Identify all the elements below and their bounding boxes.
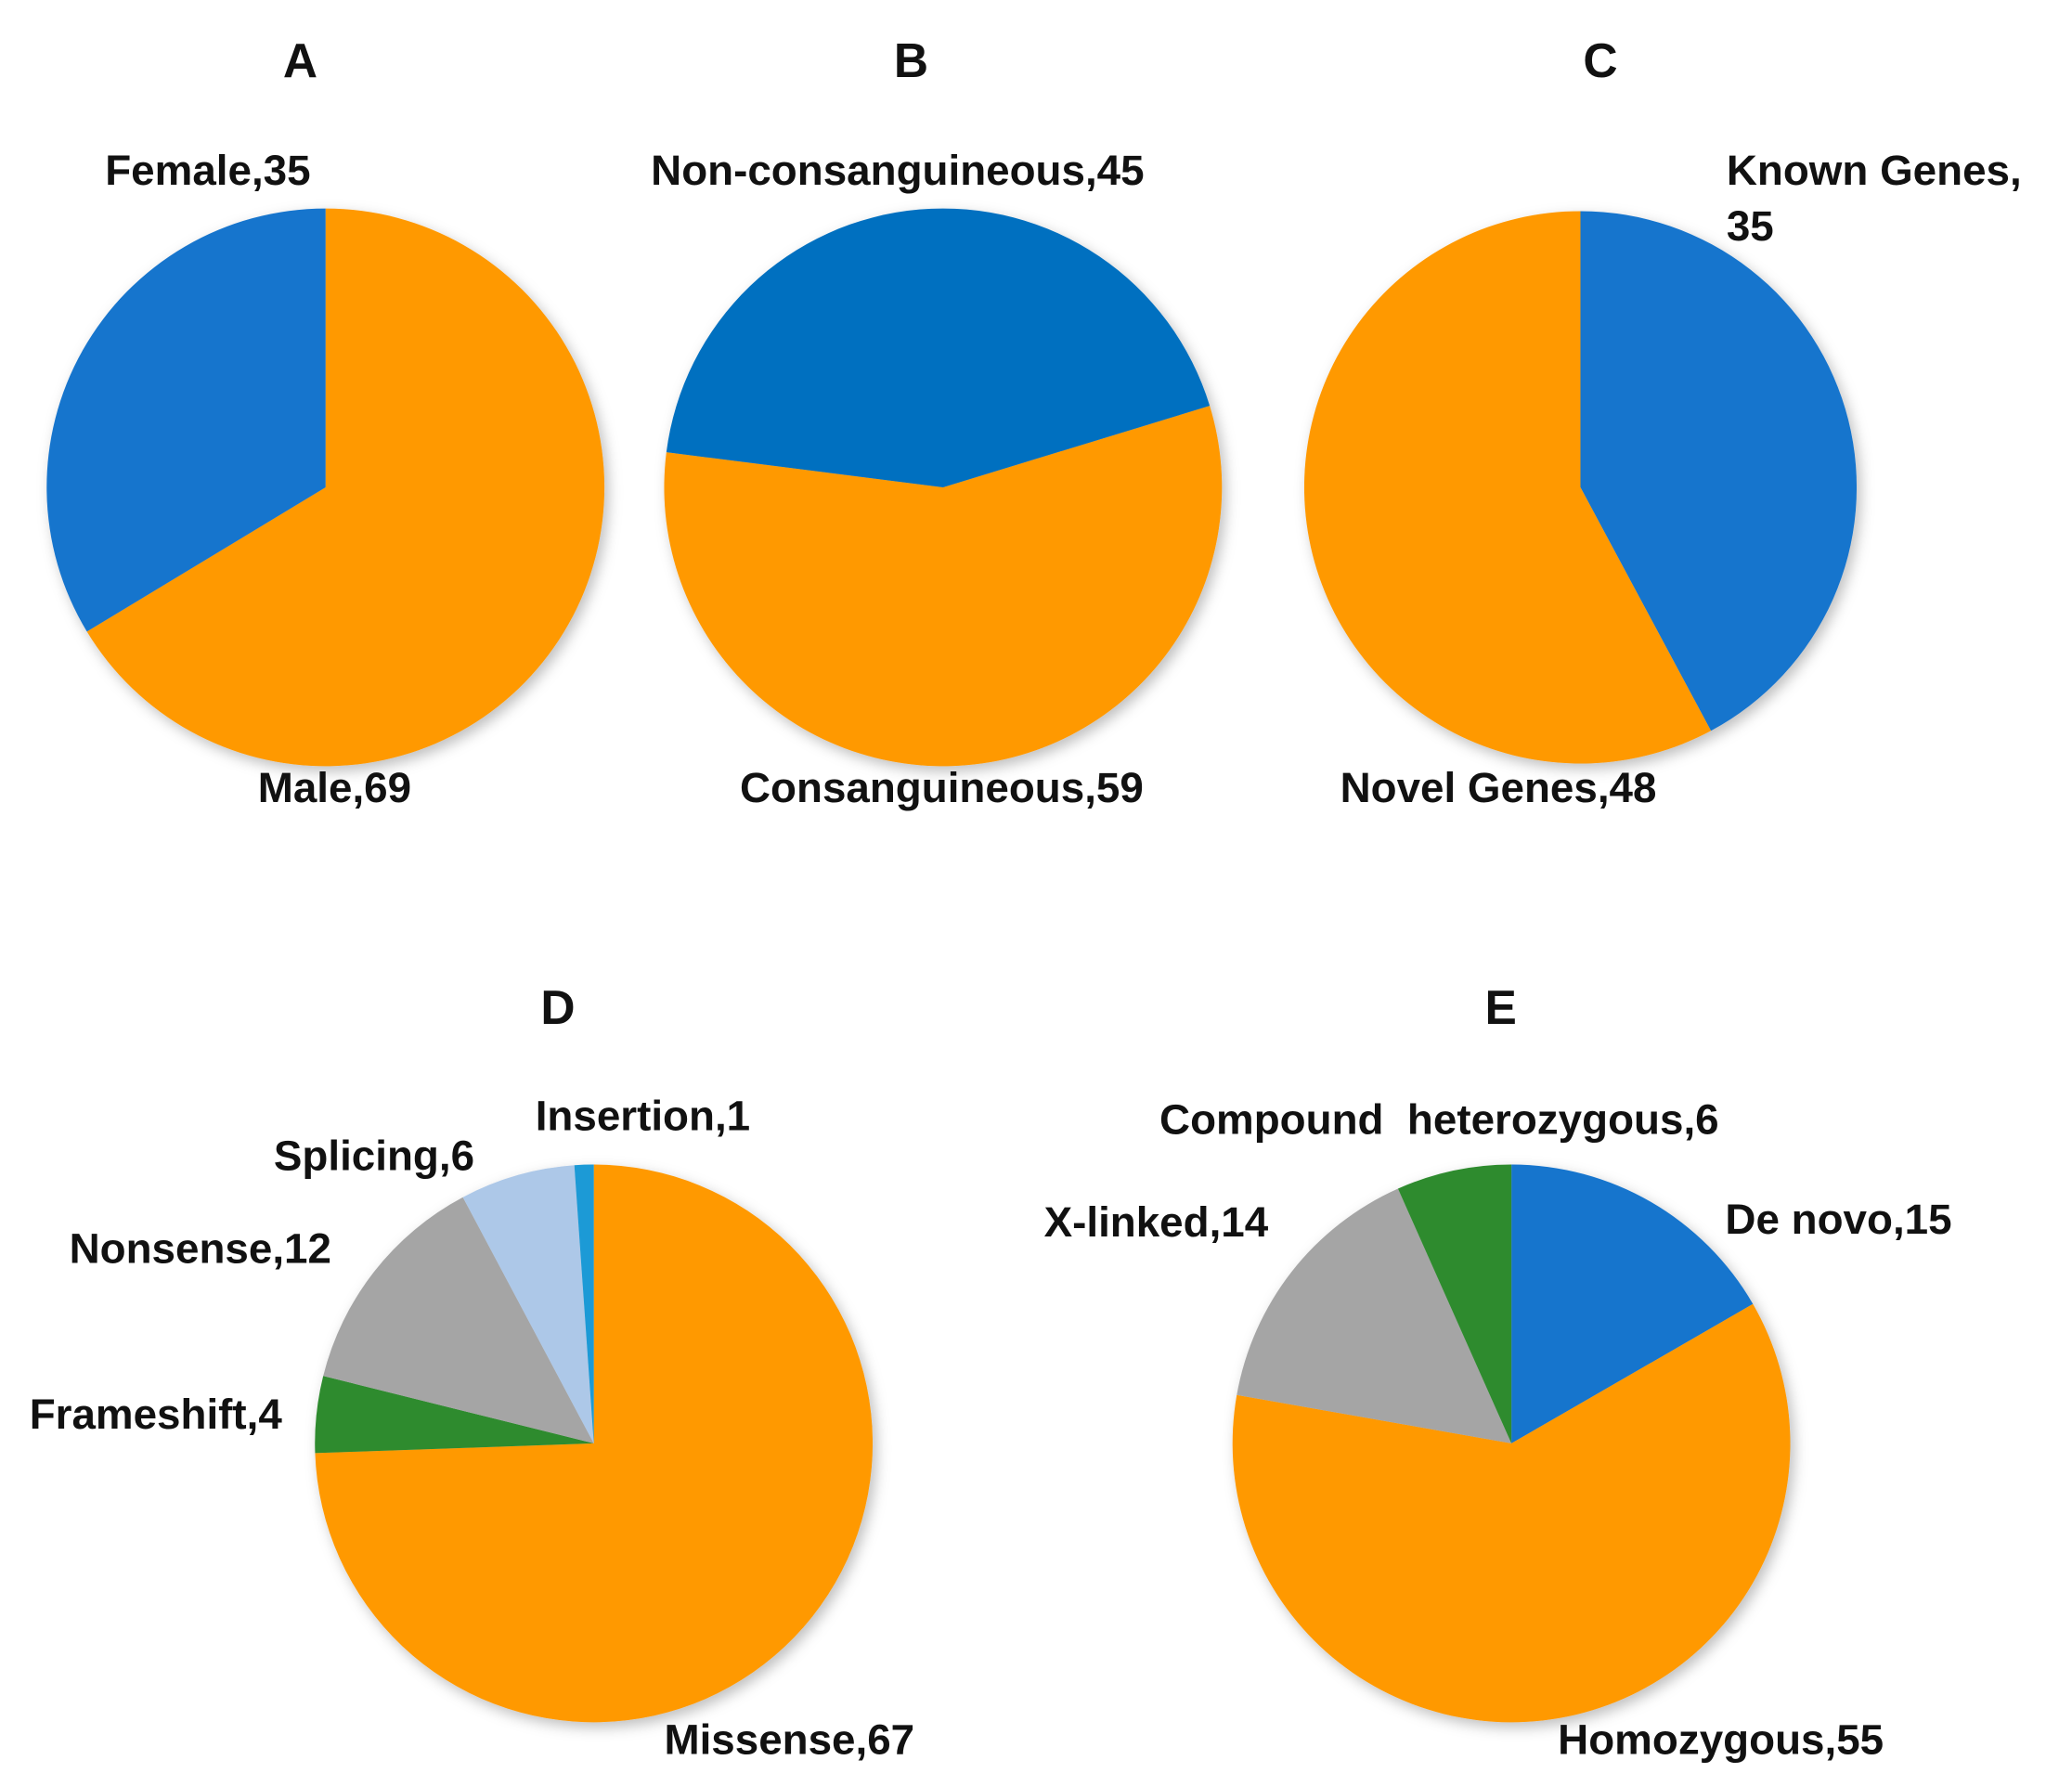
data-label-novel-genes: Novel Genes,48 xyxy=(1340,764,1657,811)
data-label-compound-heterozygous: Compound heterozygous,6 xyxy=(1159,1096,1719,1144)
data-label-homozygous: Homozygous,55 xyxy=(1558,1716,1884,1764)
pie-slice-novel-genes xyxy=(1303,211,1712,764)
data-label-frameshift: Frameshift,4 xyxy=(30,1391,283,1438)
pie-slice-consanguineous xyxy=(664,406,1223,767)
pie-b xyxy=(664,208,1223,767)
data-label-consanguineous: Consanguineous,59 xyxy=(740,764,1144,811)
data-label-known-genes: Known Genes, xyxy=(1727,147,2022,194)
pie-slice-homozygous xyxy=(1232,1303,1791,1723)
chart-b-title: B xyxy=(894,33,928,87)
pie-a xyxy=(46,208,605,767)
chart-a-title: A xyxy=(283,33,317,87)
pie-slice-insertion xyxy=(574,1164,594,1443)
data-label-nonsense: Nonsense,12 xyxy=(70,1224,331,1272)
pie-slice-frameshift xyxy=(315,1376,594,1454)
data-label-missense: Missense,67 xyxy=(664,1716,914,1764)
data-label-known-genes-value: 35 xyxy=(1727,202,1774,250)
pie-slice-x-linked xyxy=(1237,1188,1512,1443)
pie-slice-male xyxy=(86,208,605,767)
chart-d-title: D xyxy=(540,980,575,1034)
pie-slice-compound-heterozygous xyxy=(1397,1164,1512,1443)
pie-slice-non-consanguineous xyxy=(666,208,1211,487)
pie-slice-nonsense xyxy=(323,1197,594,1443)
data-label-x-linked: X-linked,14 xyxy=(1044,1198,1269,1246)
data-label-male: Male,69 xyxy=(258,764,411,811)
pie-slice-female xyxy=(46,208,326,632)
pie-slice-known-genes xyxy=(1580,211,1858,731)
data-label-splicing: Splicing,6 xyxy=(274,1132,474,1179)
data-label-de-novo: De novo,15 xyxy=(1725,1196,1951,1243)
pie-e xyxy=(1232,1164,1791,1723)
pie-slice-de-novo xyxy=(1511,1164,1754,1443)
chart-c-title: C xyxy=(1583,33,1617,87)
data-label-non-consanguineous: Non-consanguineous,45 xyxy=(651,147,1144,194)
pie-d xyxy=(315,1164,874,1723)
pie-c xyxy=(1303,211,1858,764)
chart-e-title: E xyxy=(1484,980,1516,1034)
data-label-female: Female,35 xyxy=(105,147,310,194)
pie-slice-missense xyxy=(315,1164,874,1723)
data-label-insertion: Insertion,1 xyxy=(536,1092,750,1139)
pie-slice-splicing xyxy=(462,1165,594,1443)
